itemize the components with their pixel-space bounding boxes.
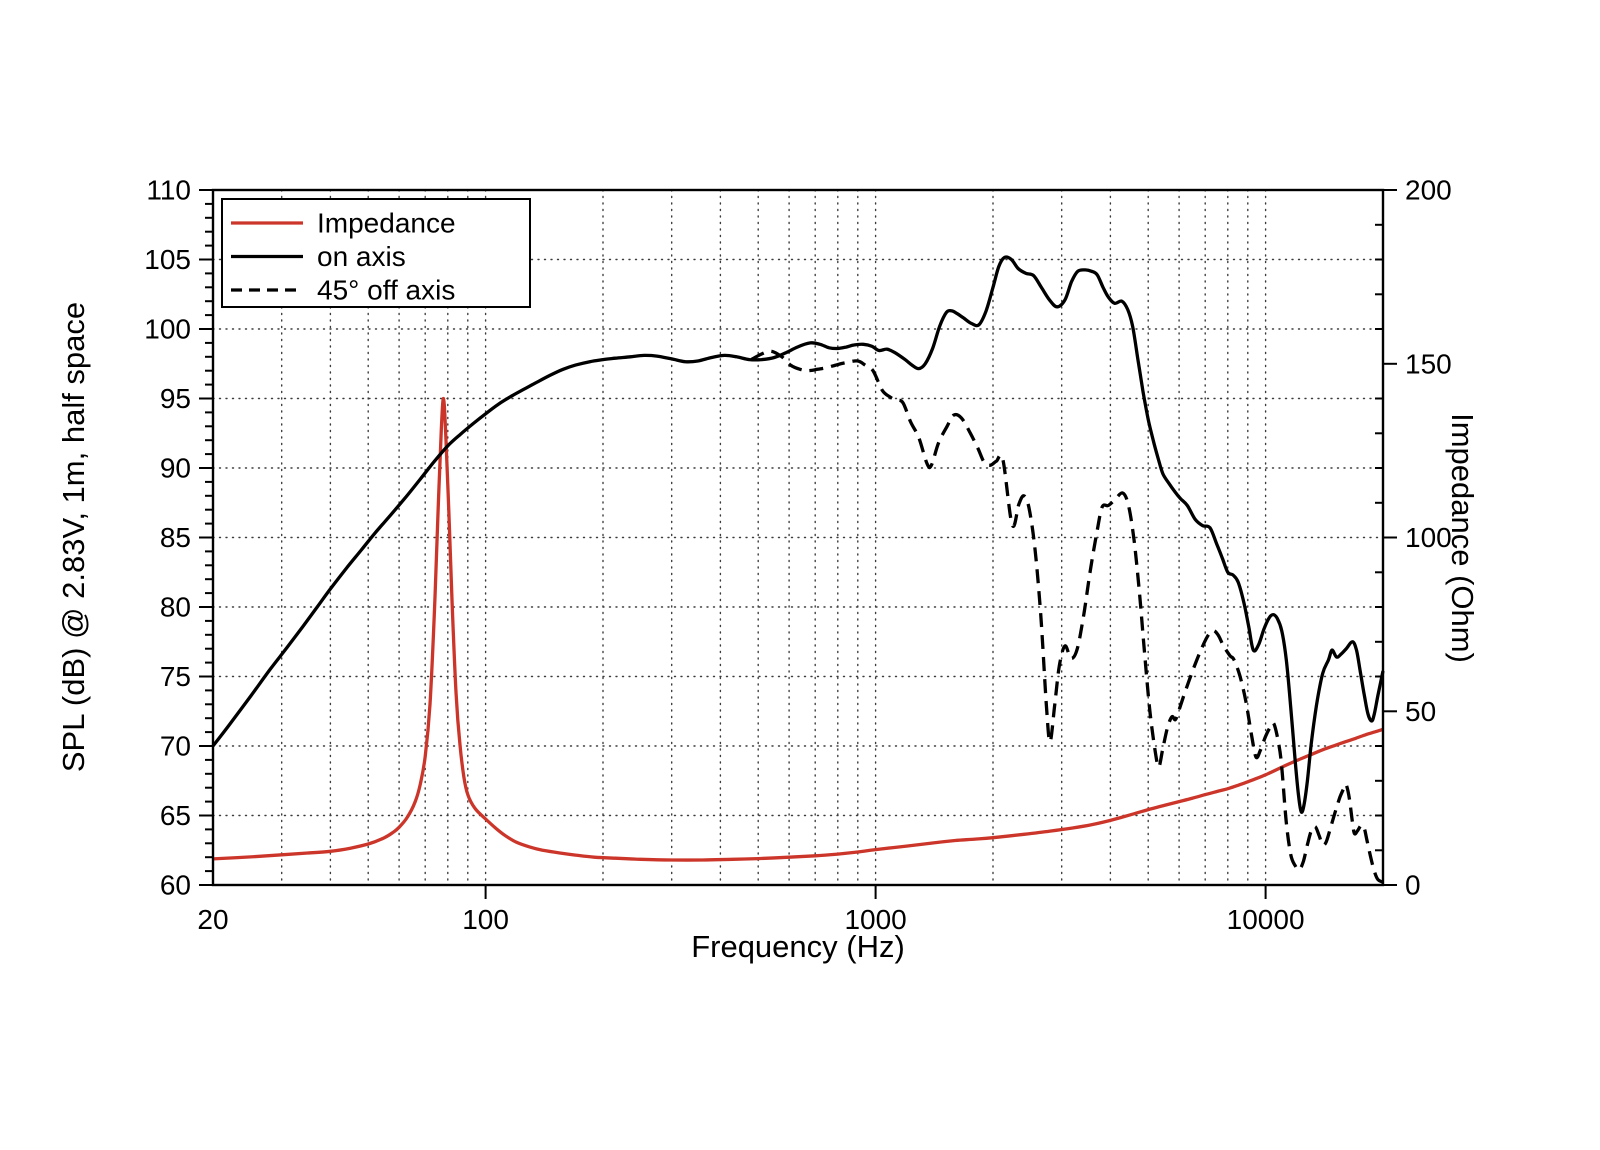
- axis-tick-labels: 60 65 70 75 80 85 90 95 100 105 110 0 50 100 150 200 20 1…: [144, 175, 1451, 936]
- x-axis-tick-label-1000: 1000: [844, 904, 906, 935]
- left-axis-tick-label-80: 80: [160, 592, 191, 623]
- left-axis-tick-label-65: 65: [160, 800, 191, 831]
- right-y-axis-title: Impedance (Ohm): [1445, 413, 1480, 663]
- right-axis-tick-label-150: 150: [1405, 348, 1452, 379]
- left-axis-tick-label-75: 75: [160, 661, 191, 692]
- left-axis-tick-label-105: 105: [144, 244, 191, 275]
- impedance-curve: [212, 396, 1384, 862]
- off_axis_45-curve: [750, 349, 1384, 884]
- left-axis-tick-label-95: 95: [160, 383, 191, 414]
- legend-label-on_axis: on axis: [317, 241, 406, 272]
- left-axis-tick-label-100: 100: [144, 314, 191, 345]
- right-axis-tick-label-200: 200: [1405, 175, 1452, 206]
- left-axis-tick-label-110: 110: [146, 175, 191, 206]
- on_axis-curve: [211, 255, 1385, 814]
- left-axis-tick-label-70: 70: [160, 731, 191, 762]
- right-axis-tick-label-50: 50: [1405, 696, 1436, 727]
- right-axis-tick-label-0: 0: [1405, 870, 1421, 901]
- legend-label-impedance: Impedance: [317, 208, 456, 239]
- left-y-axis-title: SPL (dB) @ 2.83V, 1m, half space: [56, 302, 91, 772]
- legend-item-impedance: Impedance: [231, 208, 456, 239]
- legend-label-off_axis_45: 45° off axis: [317, 275, 455, 306]
- x-axis-tick-label-10000: 10000: [1227, 904, 1305, 935]
- grid: [212, 189, 1384, 886]
- legend-item-on_axis: on axis: [231, 241, 406, 272]
- curves: [211, 255, 1385, 884]
- x-axis-tick-label-20: 20: [197, 904, 228, 935]
- right-axis-tick-label-100: 100: [1405, 522, 1452, 553]
- left-axis-tick-label-85: 85: [160, 522, 191, 553]
- left-axis-tick-label-90: 90: [160, 453, 191, 484]
- x-axis-title: Frequency (Hz): [691, 929, 905, 964]
- legend-item-off_axis_45: 45° off axis: [231, 275, 455, 306]
- x-axis-tick-label-100: 100: [462, 904, 509, 935]
- left-axis-tick-label-60: 60: [160, 870, 191, 901]
- axis-ticks: [199, 189, 1397, 899]
